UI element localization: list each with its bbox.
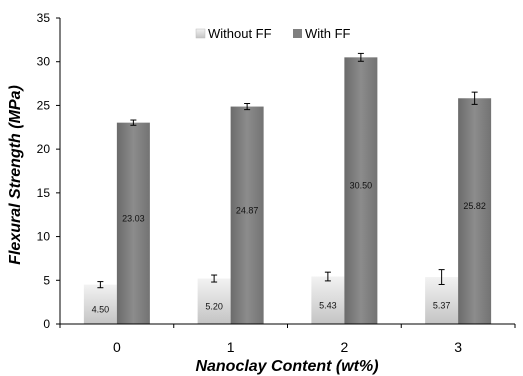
bar-with-ff (230, 106, 264, 324)
bar-without-ff (197, 278, 231, 324)
x-tick-label: 2 (340, 339, 348, 355)
y-tick-label: 15 (37, 186, 51, 200)
x-tick-label: 3 (454, 339, 462, 355)
y-tick-label: 5 (43, 273, 50, 287)
y-tick-label: 20 (37, 142, 51, 156)
error-bar (438, 269, 445, 285)
data-label: 30.50 (350, 181, 373, 191)
error-bar (97, 281, 104, 289)
data-label: 5.37 (433, 301, 451, 311)
error-bars (97, 52, 478, 289)
y-tick-label: 25 (37, 98, 51, 112)
error-bar (211, 274, 218, 283)
y-tick-label: 30 (37, 55, 51, 69)
bar-with-ff (344, 57, 378, 324)
data-label: 5.20 (205, 301, 223, 311)
y-axis-ticks: 0 5 10 15 20 25 30 35 (37, 11, 60, 331)
error-bar (244, 103, 251, 111)
data-label: 24.87 (236, 205, 259, 215)
y-tick-label: 35 (37, 11, 51, 25)
y-tick-label: 0 (43, 317, 50, 331)
bars (83, 57, 492, 324)
error-bar (471, 91, 478, 105)
x-tick-label: 1 (227, 339, 235, 355)
legend-swatch-with-ff (293, 29, 302, 38)
error-bar (130, 119, 137, 126)
bar-without-ff (83, 284, 117, 324)
x-axis-ticks: 0 1 2 3 (59, 324, 516, 355)
data-label: 25.82 (463, 201, 486, 211)
data-label: 4.50 (92, 304, 110, 314)
data-label: 5.43 (319, 300, 337, 310)
legend-swatch-without-ff (195, 28, 206, 39)
x-axis-title: Nanoclay Content (wt%) (195, 358, 378, 375)
error-bar (357, 52, 364, 62)
y-axis-title: Flexural Strength (MPa) (7, 85, 24, 265)
legend-label-with-ff: With FF (305, 26, 351, 41)
data-label: 23.03 (122, 213, 145, 223)
bar-with-ff (116, 122, 150, 324)
legend-label-without-ff: Without FF (208, 26, 272, 41)
data-labels: 4.50 23.03 5.20 24.87 5.43 30.50 5.37 25.82 (92, 181, 486, 315)
error-bar (324, 271, 331, 282)
bar-without-ff (311, 276, 345, 324)
x-tick-label: 0 (113, 339, 121, 355)
y-tick-label: 10 (37, 230, 51, 244)
bar-with-ff (458, 98, 492, 324)
legend: Without FF With FF (195, 26, 351, 41)
